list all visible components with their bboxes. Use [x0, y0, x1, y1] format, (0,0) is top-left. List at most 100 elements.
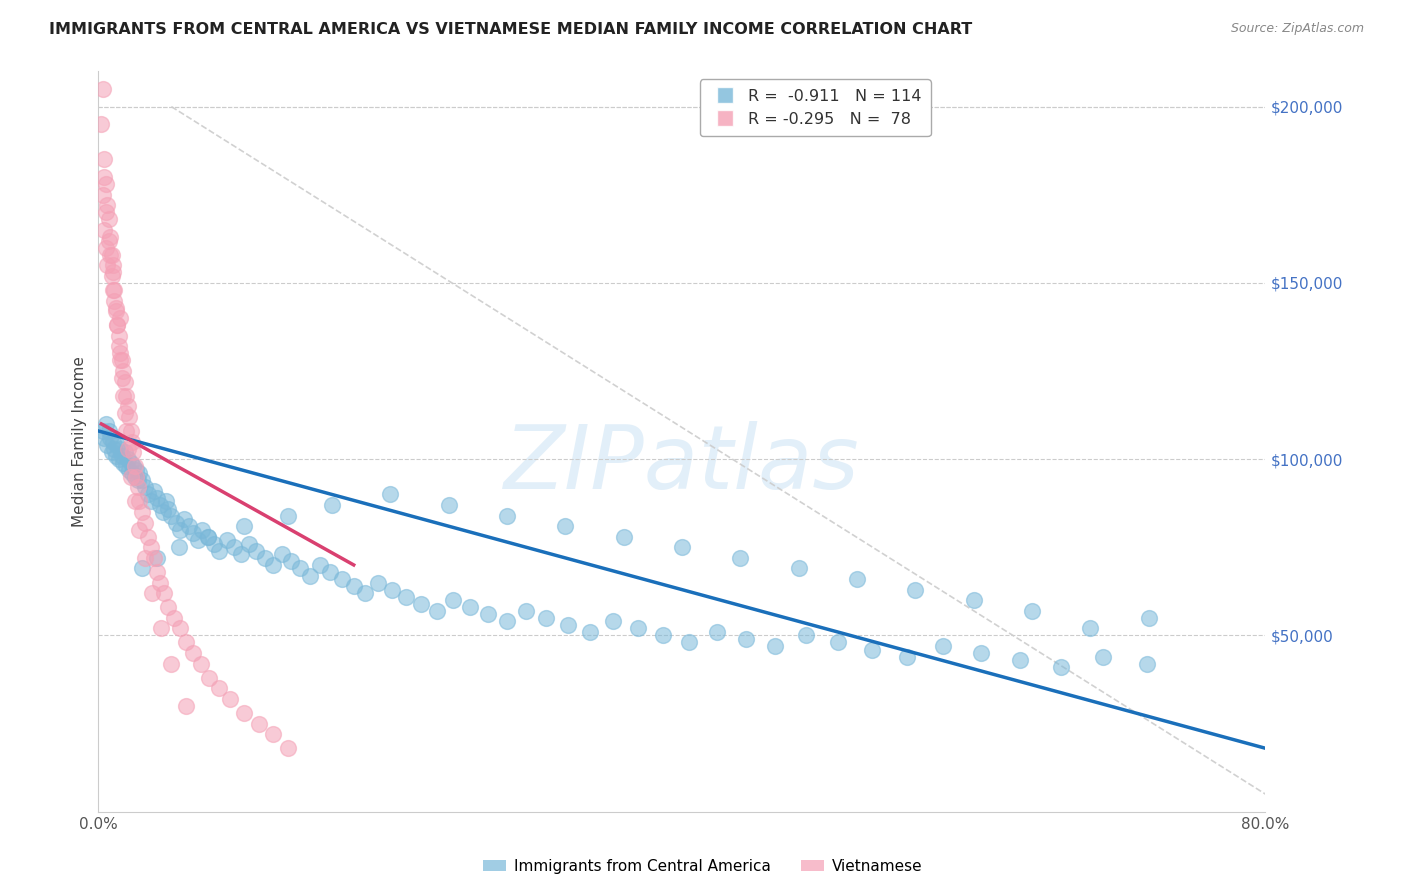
Point — [111, 371, 134, 385]
Text: IMMIGRANTS FROM CENTRAL AMERICA VS VIETNAMESE MEDIAN FAMILY INCOME CORRELATION C: IMMIGRANTS FROM CENTRAL AMERICA VS VIETN… — [49, 22, 973, 37]
Point — [124, 459, 146, 474]
Point — [174, 698, 197, 713]
Point — [110, 346, 132, 360]
Point — [612, 530, 634, 544]
Point — [114, 375, 136, 389]
Point — [280, 554, 302, 568]
Point — [121, 467, 143, 481]
Point — [652, 628, 675, 642]
Point — [253, 550, 276, 565]
Point — [122, 445, 145, 459]
Point — [118, 409, 141, 424]
Point — [169, 621, 191, 635]
Point — [114, 445, 136, 459]
Point — [380, 487, 402, 501]
Point — [146, 565, 169, 579]
Point — [98, 248, 121, 262]
Point — [131, 561, 153, 575]
Point — [602, 615, 624, 629]
Point — [112, 456, 135, 470]
Point — [496, 615, 519, 629]
Point — [409, 597, 432, 611]
Point — [150, 621, 173, 635]
Y-axis label: Median Family Income: Median Family Income — [72, 356, 87, 527]
Point — [437, 498, 460, 512]
Point — [101, 265, 124, 279]
Point — [146, 550, 169, 565]
Point — [160, 508, 183, 523]
Point — [131, 473, 153, 487]
Point — [896, 649, 918, 664]
Point — [1010, 653, 1032, 667]
Point — [124, 494, 146, 508]
Point — [103, 442, 125, 456]
Point — [96, 258, 118, 272]
Point — [115, 459, 138, 474]
Point — [238, 537, 260, 551]
Point — [91, 82, 114, 96]
Point — [108, 328, 131, 343]
Point — [105, 318, 128, 333]
Point — [215, 533, 238, 548]
Point — [441, 593, 464, 607]
Point — [120, 470, 142, 484]
Point — [100, 445, 122, 459]
Point — [169, 523, 191, 537]
Point — [187, 533, 209, 548]
Point — [181, 646, 204, 660]
Point — [395, 590, 418, 604]
Point — [173, 512, 195, 526]
Point — [97, 234, 120, 248]
Point — [117, 399, 139, 413]
Point — [103, 293, 125, 308]
Point — [96, 438, 118, 452]
Point — [262, 727, 284, 741]
Point — [515, 604, 537, 618]
Point — [218, 692, 240, 706]
Point — [233, 519, 256, 533]
Point — [105, 438, 128, 452]
Point — [706, 624, 728, 639]
Point — [536, 611, 558, 625]
Point — [197, 530, 219, 544]
Point — [97, 424, 120, 438]
Point — [381, 582, 404, 597]
Point — [1021, 604, 1043, 618]
Point — [208, 681, 231, 696]
Point — [134, 516, 156, 530]
Point — [97, 212, 120, 227]
Point — [730, 550, 752, 565]
Point — [111, 449, 134, 463]
Point — [735, 632, 758, 646]
Point — [557, 618, 579, 632]
Point — [93, 223, 115, 237]
Point — [277, 741, 299, 756]
Point — [104, 304, 127, 318]
Point — [554, 519, 576, 533]
Point — [426, 604, 449, 618]
Point — [202, 537, 225, 551]
Point — [117, 442, 139, 456]
Point — [233, 706, 256, 720]
Point — [222, 541, 245, 555]
Point — [93, 153, 115, 167]
Point — [110, 311, 132, 326]
Point — [93, 431, 115, 445]
Point — [105, 318, 128, 333]
Point — [136, 530, 159, 544]
Point — [136, 487, 159, 501]
Point — [1092, 649, 1115, 664]
Point — [100, 268, 122, 283]
Point — [247, 716, 270, 731]
Point — [149, 575, 172, 590]
Point — [128, 494, 150, 508]
Point — [134, 550, 156, 565]
Point — [101, 283, 124, 297]
Point — [157, 600, 180, 615]
Point — [110, 442, 132, 456]
Point — [152, 505, 174, 519]
Point — [262, 558, 284, 572]
Point — [678, 635, 700, 649]
Point — [100, 248, 122, 262]
Point — [904, 582, 927, 597]
